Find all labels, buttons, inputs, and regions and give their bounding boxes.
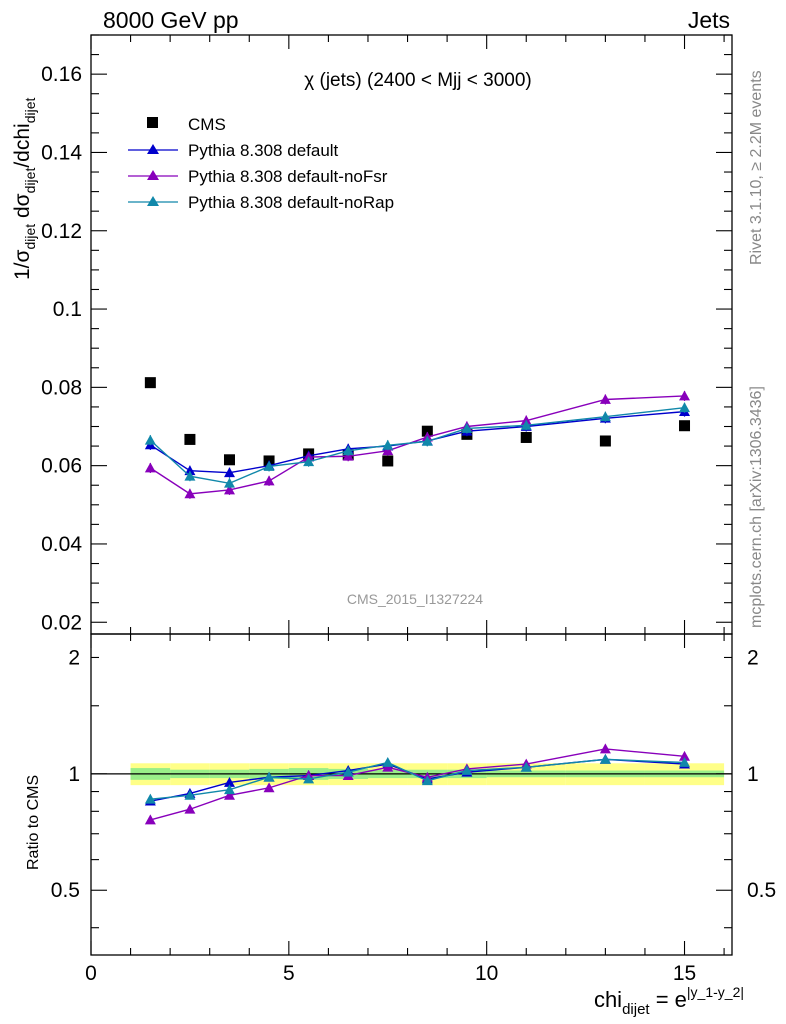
- legend-label-default: Pythia 8.308 default: [188, 141, 339, 160]
- ratio-point-2: [223, 784, 235, 795]
- series-point-3: [263, 460, 275, 471]
- y-tick-label-top: 0.02: [41, 611, 82, 634]
- data-point-cms: [144, 377, 156, 389]
- ratio-point-1: [599, 743, 611, 754]
- y-tick-label-bottom-right: 2: [747, 646, 759, 669]
- ratio-point-2: [421, 775, 433, 786]
- legend-marker-default: [147, 144, 159, 154]
- legend-marker-nofsr: [147, 170, 159, 180]
- ratio-point-2: [342, 766, 354, 777]
- y-tick-label-bottom: 2: [68, 646, 80, 669]
- series-point-3: [382, 439, 394, 450]
- data-point-cms: [382, 455, 394, 467]
- y-tick-label-top: 0.1: [53, 298, 82, 321]
- y-tick-label-top: 0.16: [41, 63, 82, 86]
- ratio-point-2: [599, 753, 611, 764]
- series-point-3: [461, 422, 473, 433]
- data-point-cms: [421, 425, 433, 437]
- chart-title: χ (jets) (2400 < Mjj < 3000): [304, 70, 532, 91]
- ratio-point-2: [382, 756, 394, 767]
- y-tick-label-bottom: 0.5: [51, 879, 80, 902]
- rivet-label: Rivet 3.1.10, ≥ 2.2M events: [748, 70, 765, 265]
- legend-marker-cms: [147, 117, 158, 128]
- series-point-2: [144, 462, 156, 473]
- series-point-3: [342, 445, 354, 456]
- y-tick-label-bottom: 1: [68, 763, 80, 786]
- legend-label-cms: CMS: [188, 115, 226, 134]
- y-tick-label-top: 0.04: [41, 533, 82, 556]
- series-point-2: [263, 475, 275, 486]
- x-tick-label: 10: [475, 962, 498, 985]
- y-tick-label-top: 0.08: [41, 376, 82, 399]
- y-axis-label-top: 1/σdijet dσdijet/dchidijet: [11, 98, 38, 280]
- ratio-point-1: [184, 803, 196, 814]
- series-line-2: [149, 395, 685, 495]
- ratio-point-1: [263, 782, 275, 793]
- series-point-2: [679, 390, 691, 401]
- x-tick-label: 0: [85, 962, 97, 985]
- legend-label-norap: Pythia 8.308 default-noRap: [188, 193, 394, 212]
- series-point-2: [223, 484, 235, 495]
- series-point-3: [520, 419, 532, 430]
- ratio-point-1: [144, 814, 156, 825]
- ratio-line-2: [150, 758, 685, 800]
- y-tick-label-top: 0.12: [41, 220, 82, 243]
- series-point-1: [184, 465, 196, 476]
- y-tick-label-bottom-right: 1: [747, 763, 759, 786]
- ratio-point-2: [520, 761, 532, 772]
- ratio-point-2: [144, 793, 156, 804]
- series-point-3: [679, 402, 691, 413]
- header-left: 8000 GeV pp: [103, 7, 239, 33]
- series-point-2: [184, 488, 196, 499]
- y-tick-label-top: 0.06: [41, 455, 82, 478]
- ratio-line-1: [150, 748, 685, 821]
- x-axis-label: chidijet = e|y_1-y_2|: [594, 984, 744, 1018]
- watermark: CMS_2015_I1327224: [347, 591, 483, 607]
- ratio-point-2: [679, 756, 691, 767]
- ratio-point-2: [263, 771, 275, 782]
- series-point-3: [223, 477, 235, 488]
- series-point-3: [184, 470, 196, 481]
- y-axis-label-bottom: Ratio to CMS: [25, 775, 42, 870]
- legend: CMS Pythia 8.308 default Pythia 8.308 de…: [128, 115, 394, 212]
- x-tick-label: 15: [673, 962, 696, 985]
- data-point-cms: [520, 431, 532, 443]
- series-line-3: [149, 407, 685, 484]
- data-point-cms: [223, 454, 235, 466]
- series-point-3: [144, 434, 156, 445]
- ratio-point-2: [303, 773, 315, 784]
- series-point-3: [303, 456, 315, 467]
- bottom-panel-frame: [90, 633, 733, 956]
- x-tick-label: 5: [283, 962, 295, 985]
- legend-label-nofsr: Pythia 8.308 default-noFsr: [188, 167, 388, 186]
- legend-marker-norap: [147, 196, 159, 206]
- ratio-point-2: [184, 789, 196, 800]
- ratio-point-1: [679, 750, 691, 761]
- y-tick-label-top: 0.14: [41, 141, 82, 164]
- data-point-cms: [599, 435, 611, 447]
- data-point-cms: [679, 420, 691, 432]
- ratio-point-2: [461, 765, 473, 775]
- ratio-point-0: [223, 776, 235, 787]
- y-tick-label-bottom-right: 0.5: [747, 879, 776, 902]
- series-point-2: [599, 393, 611, 404]
- series-point-3: [599, 411, 611, 422]
- data-point-cms: [184, 433, 196, 445]
- series-point-1: [223, 467, 235, 478]
- series-point-3: [421, 435, 433, 446]
- mcplots-label: mcplots.cern.ch [arXiv:1306.3436]: [748, 386, 765, 628]
- ratio-point-1: [223, 789, 235, 800]
- header-right: Jets: [687, 7, 730, 33]
